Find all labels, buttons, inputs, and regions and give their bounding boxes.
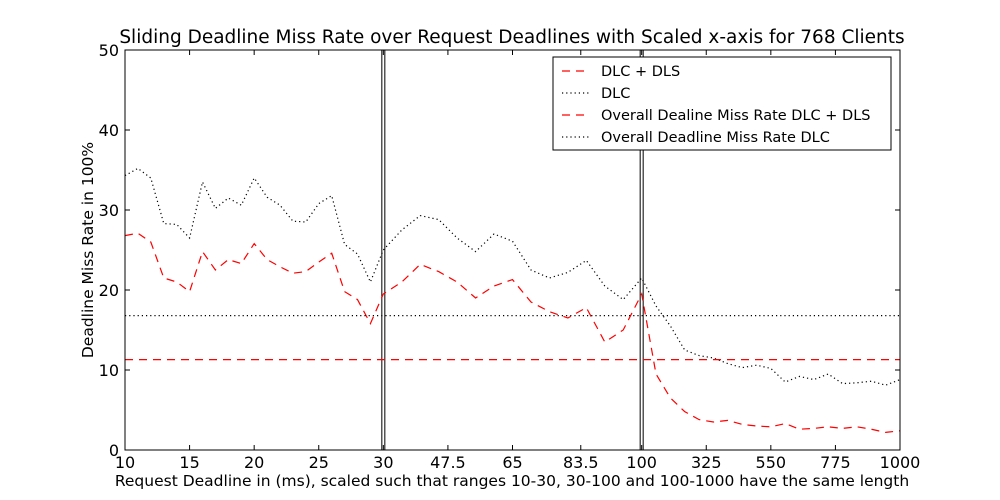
x-tick-label: 325 [691,453,722,472]
x-tick-label: 65 [502,453,522,472]
x-tick-label: 15 [179,453,199,472]
x-tick-label: 100 [626,453,657,472]
y-tick-label: 0 [109,441,119,460]
y-tick-label: 50 [99,41,119,60]
chart-title: Sliding Deadline Miss Rate over Request … [119,27,904,48]
series-layer [124,167,901,434]
x-tick-label: 550 [756,453,787,472]
x-tick-label: 775 [820,453,851,472]
y-axis: 0 10 20 30 40 50 [99,41,900,460]
x-tick-label: 25 [309,453,329,472]
x-axis: 10 15 20 25 30 47.5 65 83.5 100 325 550 775 1000 [115,50,921,472]
x-tick-label: 10 [115,453,135,472]
y-tick-label: 30 [99,201,119,220]
legend: DLC + DLS DLC Overall Dealine Miss Rate DL… [552,56,892,151]
legend-label-3: Overall Deadline Miss Rate DLC [601,130,830,146]
series-line-0 [124,232,901,434]
legend-label-0: DLC + DLS [601,64,680,80]
legend-label-2: Overall Dealine Miss Rate DLC + DLS [601,108,870,124]
y-tick-label: 20 [99,281,119,300]
y-tick-label: 10 [99,361,119,380]
x-tick-label: 83.5 [563,453,599,472]
x-tick-label: 30 [373,453,393,472]
x-tick-label: 47.5 [430,453,466,472]
x-axis-label: Request Deadline in (ms), scaled such th… [115,472,909,490]
legend-label-1: DLC [601,86,630,102]
legend-box [552,56,892,151]
y-tick-label: 40 [99,121,119,140]
x-tick-label: 1000 [880,453,921,472]
series-line-1 [124,167,901,386]
y-axis-label: Deadline Miss Rate in 100% [79,142,97,358]
x-tick-label: 20 [244,453,264,472]
